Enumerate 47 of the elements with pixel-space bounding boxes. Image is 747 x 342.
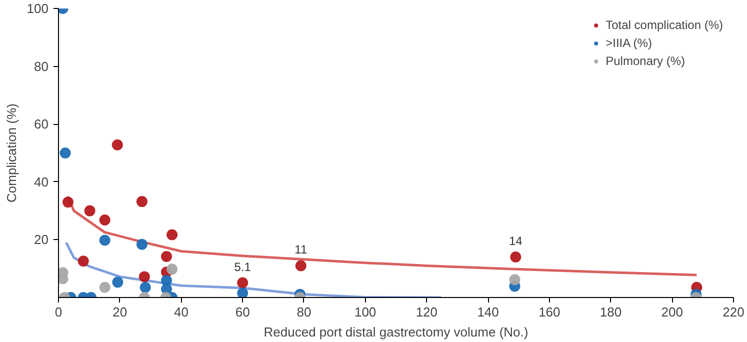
point [136,238,148,250]
point [136,196,148,208]
x-tick-label: 0 [54,304,62,320]
x-tick-label: 220 [722,304,744,320]
y-tick-label: 40 [34,174,49,190]
point [237,288,248,298]
point [112,139,123,150]
y-tick-label: 80 [34,58,49,74]
point [78,256,89,267]
y-tick-label: 20 [34,232,49,248]
point [166,229,178,240]
point [166,264,178,275]
y-axis-title: Complication (%) [4,104,19,202]
annotation: 11 [294,242,308,257]
point [509,274,520,286]
x-tick-label: 120 [416,304,438,320]
point [510,252,522,263]
y-tick-label: 100 [26,1,49,16]
point [62,196,74,208]
x-tick-label: 60 [235,304,250,320]
x-tick-label: 80 [296,304,312,320]
x-tick-label: 160 [538,304,560,320]
point [295,260,306,272]
legend-label: >IIIA (%) [606,36,652,50]
x-tick-label: 200 [661,304,683,320]
point [60,148,71,158]
point [237,277,248,288]
point [99,282,110,293]
legend-label: Total complication (%) [606,18,723,32]
point [138,271,150,282]
x-tick-label: 20 [112,304,128,320]
x-axis-title: Reduced port distal gastrectomy volume (No.) [264,324,528,340]
annotation: 14 [508,234,523,248]
point [99,214,110,226]
point [112,276,124,288]
point [161,250,172,262]
x-tick-label: 40 [174,304,188,320]
point [84,205,96,216]
point [99,234,110,246]
x-tick-label: 180 [600,304,622,320]
y-tick-label: 60 [34,116,49,132]
x-tick-label: 140 [477,304,499,320]
point [140,282,151,293]
annotation: 5.1 [234,260,252,274]
legend-label: Pulmonary (%) [606,54,685,68]
x-tick-label: 100 [354,304,376,320]
line-series [64,241,442,298]
